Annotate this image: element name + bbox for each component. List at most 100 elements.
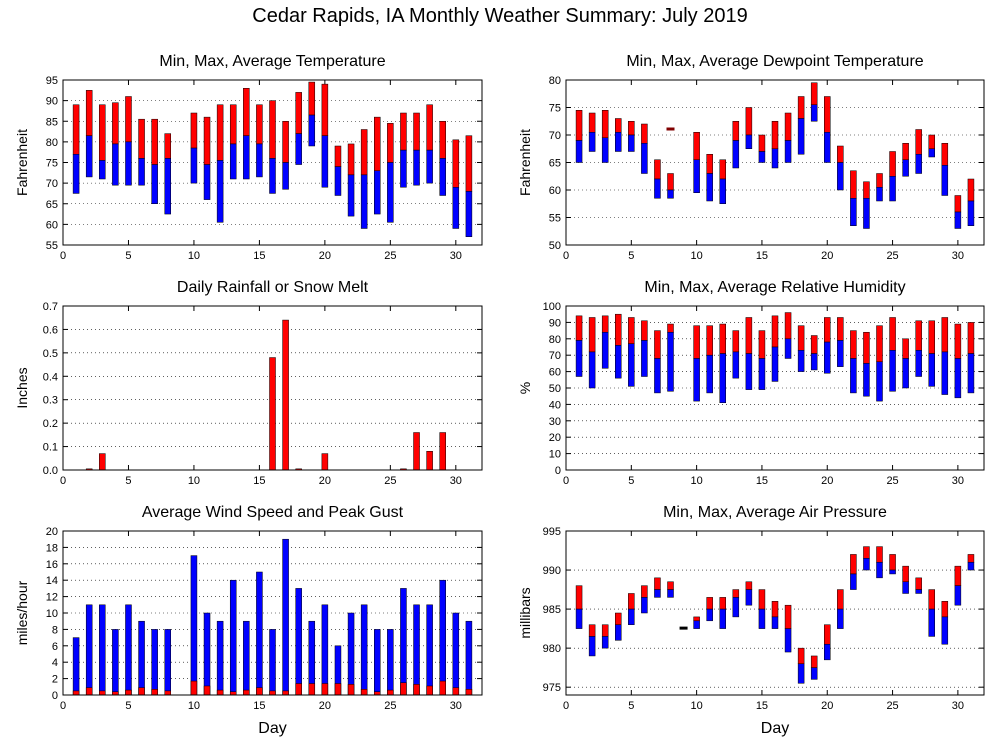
avg-wind-bar: [295, 683, 302, 696]
avg-wind-bar: [400, 682, 407, 696]
chart-panel-1: Min, Max, Average Temperature 55 60 65 70 75 8…: [14, 53, 483, 262]
x-tick-label: 15: [253, 250, 265, 262]
y-tick-label: 60: [549, 367, 561, 379]
min-bar: [941, 616, 949, 645]
min-bar: [601, 137, 609, 163]
max-bar: [452, 139, 460, 188]
min-bar: [732, 140, 740, 169]
min-bar: [889, 176, 896, 202]
x-tick-label: 5: [628, 250, 634, 262]
min-bar: [758, 151, 766, 163]
avg-wind-bar: [203, 685, 211, 696]
x-tick-label: 10: [691, 475, 703, 487]
y-tick-label: 0.7: [43, 301, 58, 313]
gust-bar: [321, 604, 329, 696]
avg-wind-bar: [190, 680, 198, 696]
max-bar: [732, 330, 740, 353]
min-bar: [810, 353, 818, 371]
x-tick-label: 15: [253, 475, 265, 487]
max-bar: [954, 565, 962, 586]
chart-title: Min, Max, Average Dewpoint Temperature: [626, 53, 923, 70]
y-tick-label: 980: [543, 643, 561, 655]
gust-bar: [138, 620, 145, 696]
x-tick-label: 5: [125, 250, 131, 262]
min-bar: [771, 148, 779, 169]
min-bar: [374, 170, 381, 215]
min-bar: [850, 198, 857, 226]
x-tick-label: 20: [319, 475, 331, 487]
gust-bar: [85, 604, 93, 696]
avg-wind-bar: [321, 683, 329, 696]
min-bar: [719, 178, 726, 204]
x-tick-label: 10: [691, 250, 703, 262]
min-bar: [954, 585, 962, 606]
max-bar: [588, 624, 596, 637]
max-bar: [615, 118, 622, 133]
max-bar: [190, 112, 198, 149]
min-bar: [784, 628, 792, 653]
rainfall-bar: [426, 451, 433, 471]
plot-frame: [62, 305, 483, 471]
max-bar: [902, 338, 909, 359]
y-tick-label: 990: [543, 565, 561, 577]
min-bar: [902, 159, 909, 177]
max-bar: [889, 317, 896, 351]
max-bar: [889, 151, 896, 177]
min-bar: [928, 353, 935, 387]
max-bar: [588, 112, 596, 133]
avg-wind-bar: [413, 684, 420, 696]
min-bar: [928, 148, 935, 158]
max-bar: [810, 82, 818, 105]
max-bar: [889, 554, 896, 571]
max-bar: [706, 154, 713, 174]
min-bar: [693, 620, 700, 629]
min-bar: [797, 350, 805, 372]
max-bar: [837, 317, 844, 341]
x-tick-label: 0: [60, 250, 66, 262]
avg-wind-bar: [125, 689, 132, 696]
avg-wind-bar: [465, 689, 473, 696]
min-bar: [850, 573, 857, 590]
avg-wind-bar: [151, 689, 158, 696]
min-bar: [889, 350, 896, 392]
avg-wind-bar: [308, 683, 316, 696]
y-tick-label: 80: [549, 75, 561, 87]
max-bar: [915, 129, 922, 155]
y-axis-label: Inches: [14, 367, 30, 408]
y-axis-label: millibars: [517, 587, 533, 638]
avg-wind-bar: [334, 683, 342, 696]
min-bar: [295, 133, 302, 165]
max-bar: [667, 173, 674, 191]
min-bar: [915, 350, 922, 377]
max-bar: [876, 173, 883, 188]
y-tick-label: 90: [46, 96, 58, 108]
min-bar: [706, 173, 713, 202]
y-tick-label: 55: [549, 213, 561, 225]
min-bar: [615, 624, 622, 641]
avg-wind-bar: [85, 687, 93, 696]
avg-wind-bar: [269, 690, 276, 696]
max-bar: [824, 317, 831, 343]
max-bar: [216, 104, 224, 161]
min-bar: [745, 589, 753, 606]
y-axis-label: miles/hour: [14, 580, 30, 645]
max-bar: [229, 104, 237, 145]
y-tick-label: 50: [549, 383, 561, 395]
min-bar: [745, 134, 753, 149]
min-bar: [719, 608, 726, 629]
max-bar: [732, 121, 740, 141]
min-bar: [771, 616, 779, 629]
y-tick-label: 30: [549, 416, 561, 428]
min-bar: [863, 198, 870, 229]
max-bar: [719, 323, 726, 354]
min-bar: [308, 114, 316, 147]
y-tick-label: 0: [52, 690, 58, 702]
max-bar: [628, 317, 635, 344]
x-tick-label: 25: [886, 475, 898, 487]
min-bar: [628, 343, 635, 387]
min-bar: [693, 159, 700, 193]
min-bar: [810, 104, 818, 122]
y-tick-label: 0.5: [43, 348, 58, 360]
gust-bar: [243, 620, 250, 696]
